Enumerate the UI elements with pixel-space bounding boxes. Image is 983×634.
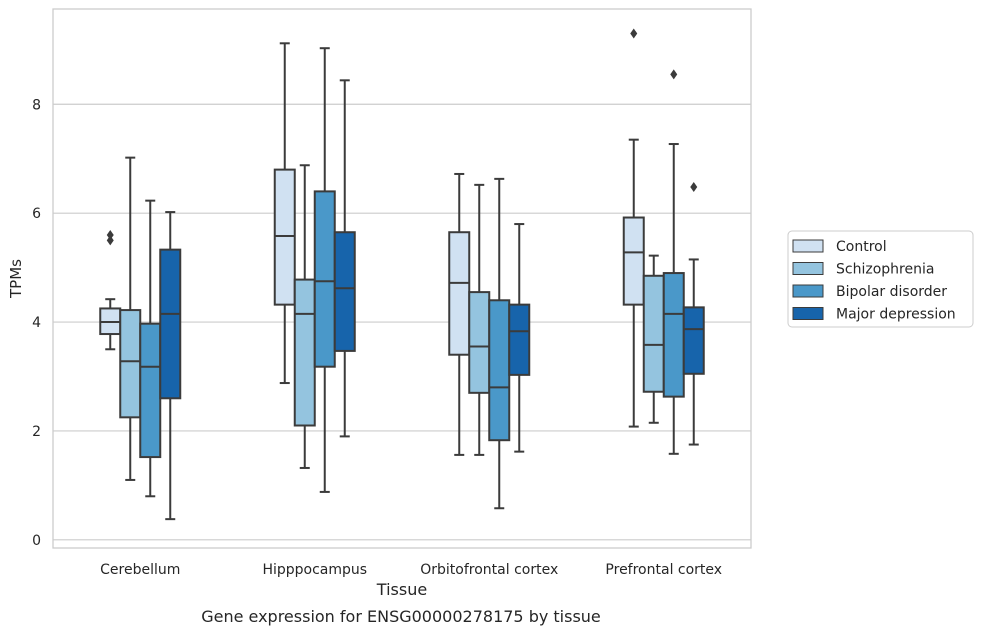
- legend-swatch: [792, 284, 824, 298]
- box-1-2: [313, 47, 336, 493]
- iqr-box: [448, 231, 471, 356]
- box-0-0: [99, 229, 122, 351]
- x-tick-label: Orbitofrontal cortex: [420, 562, 558, 578]
- y-tick-label: 4: [32, 315, 41, 331]
- iqr-box: [293, 278, 316, 427]
- iqr-box: [642, 274, 665, 393]
- legend-label: Control: [836, 239, 887, 255]
- box-0-2: [139, 199, 162, 498]
- legend-swatch: [792, 239, 824, 253]
- legend-swatch: [792, 262, 824, 275]
- iqr-box: [119, 309, 142, 419]
- y-tick-label: 8: [32, 97, 41, 113]
- box-3-1: [642, 254, 665, 424]
- outlier-point: [106, 235, 114, 246]
- legend-frame: [787, 230, 974, 328]
- box-3-3: [682, 182, 705, 446]
- box-2-2: [488, 177, 511, 510]
- iqr-box: [682, 306, 705, 375]
- iqr-box: [139, 322, 162, 459]
- outlier-point: [106, 229, 114, 240]
- y-tick-label: 2: [32, 424, 41, 440]
- x-axis-label: Tissue: [376, 580, 427, 599]
- x-tick-label: Hipppocampus: [262, 562, 367, 578]
- y-tick-label: 0: [32, 533, 41, 549]
- box-1-3: [333, 79, 356, 438]
- iqr-box: [273, 168, 296, 306]
- box-1-1: [293, 164, 316, 469]
- x-tick-label: Prefrontal cortex: [605, 562, 722, 578]
- legend-label: Schizophrenia: [836, 262, 934, 278]
- iqr-box: [488, 299, 511, 442]
- box-marks: [99, 28, 705, 521]
- legend-swatch: [792, 307, 824, 320]
- iqr-box: [468, 291, 491, 394]
- iqr-box: [333, 231, 356, 352]
- iqr-box: [662, 272, 685, 398]
- y-axis-label: TPMs: [7, 259, 25, 299]
- box-2-3: [508, 223, 531, 453]
- box-1-0: [273, 42, 296, 385]
- plot-area-frame: [52, 8, 752, 549]
- iqr-box: [622, 216, 645, 306]
- box-3-0: [622, 28, 645, 428]
- y-tick-labels: 0 2 4 6 8: [32, 97, 41, 549]
- iqr-box: [159, 248, 182, 400]
- chart-title: Gene expression for ENSG00000278175 by t…: [201, 607, 601, 626]
- y-tick-label: 6: [32, 206, 41, 222]
- box-3-2: [662, 69, 685, 455]
- legend-label: Bipolar disorder: [836, 284, 947, 300]
- box-2-1: [468, 183, 491, 456]
- x-tick-label: Cerebellum: [100, 562, 180, 578]
- x-tick-labels: Cerebellum Hipppocampus Orbitofrontal cort…: [100, 562, 722, 578]
- box-2-0: [448, 172, 471, 456]
- outlier-point: [630, 28, 638, 39]
- box-0-3: [159, 211, 182, 521]
- outlier-point: [670, 69, 678, 80]
- iqr-box: [508, 303, 531, 376]
- outlier-point: [690, 182, 698, 193]
- legend: Control Schizophrenia Bipolar disorder Majo…: [787, 230, 974, 328]
- box-0-1: [119, 156, 142, 481]
- iqr-box: [313, 190, 336, 368]
- legend-label: Major depression: [836, 307, 956, 323]
